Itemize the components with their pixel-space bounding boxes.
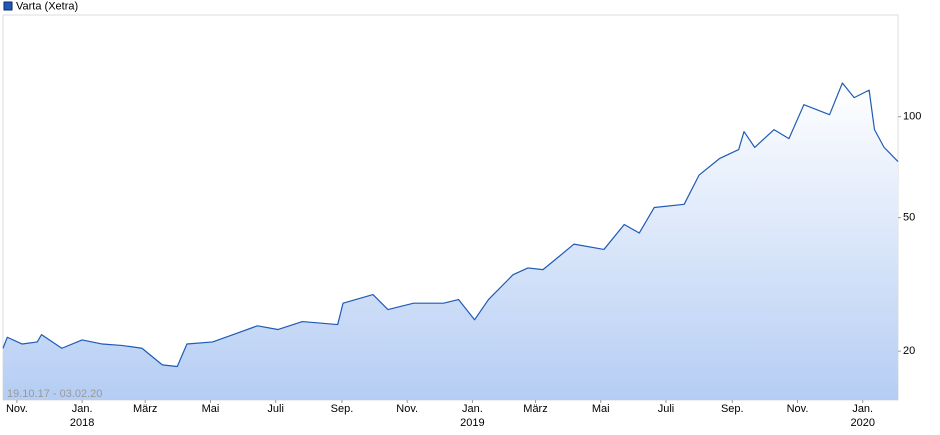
x-tick-label: Sep.	[331, 403, 354, 415]
line	[2, 82, 899, 368]
x-tick-label: Nov.	[787, 403, 809, 415]
x-tick-label: Jan.	[852, 403, 873, 415]
legend-label: Varta (Xetra)	[16, 0, 78, 12]
x-tick-label: Jan.	[72, 403, 93, 415]
x-tick-label: Mai	[592, 403, 610, 415]
x-tick-label: März	[133, 403, 157, 415]
year-label: 2020	[850, 417, 874, 429]
date-range: 19.10.17 - 03.02.20	[7, 388, 102, 400]
y-tick-label: 50	[903, 212, 915, 224]
y-tick-label: 100	[903, 111, 921, 123]
year-label: 2019	[460, 417, 484, 429]
x-tick-label: Nov.	[396, 403, 418, 415]
y-tick-label: 20	[903, 345, 915, 357]
x-tick-label: Nov.	[6, 403, 28, 415]
legend-swatch	[3, 1, 13, 11]
x-tick-label: Jan.	[462, 403, 483, 415]
x-tick-label: Juli	[267, 403, 284, 415]
year-label: 2018	[70, 417, 94, 429]
area	[3, 83, 898, 400]
x-tick-label: Mai	[202, 403, 220, 415]
x-tick-label: März	[523, 403, 547, 415]
x-tick-label: Sep.	[721, 403, 744, 415]
x-tick-label: Juli	[658, 403, 675, 415]
